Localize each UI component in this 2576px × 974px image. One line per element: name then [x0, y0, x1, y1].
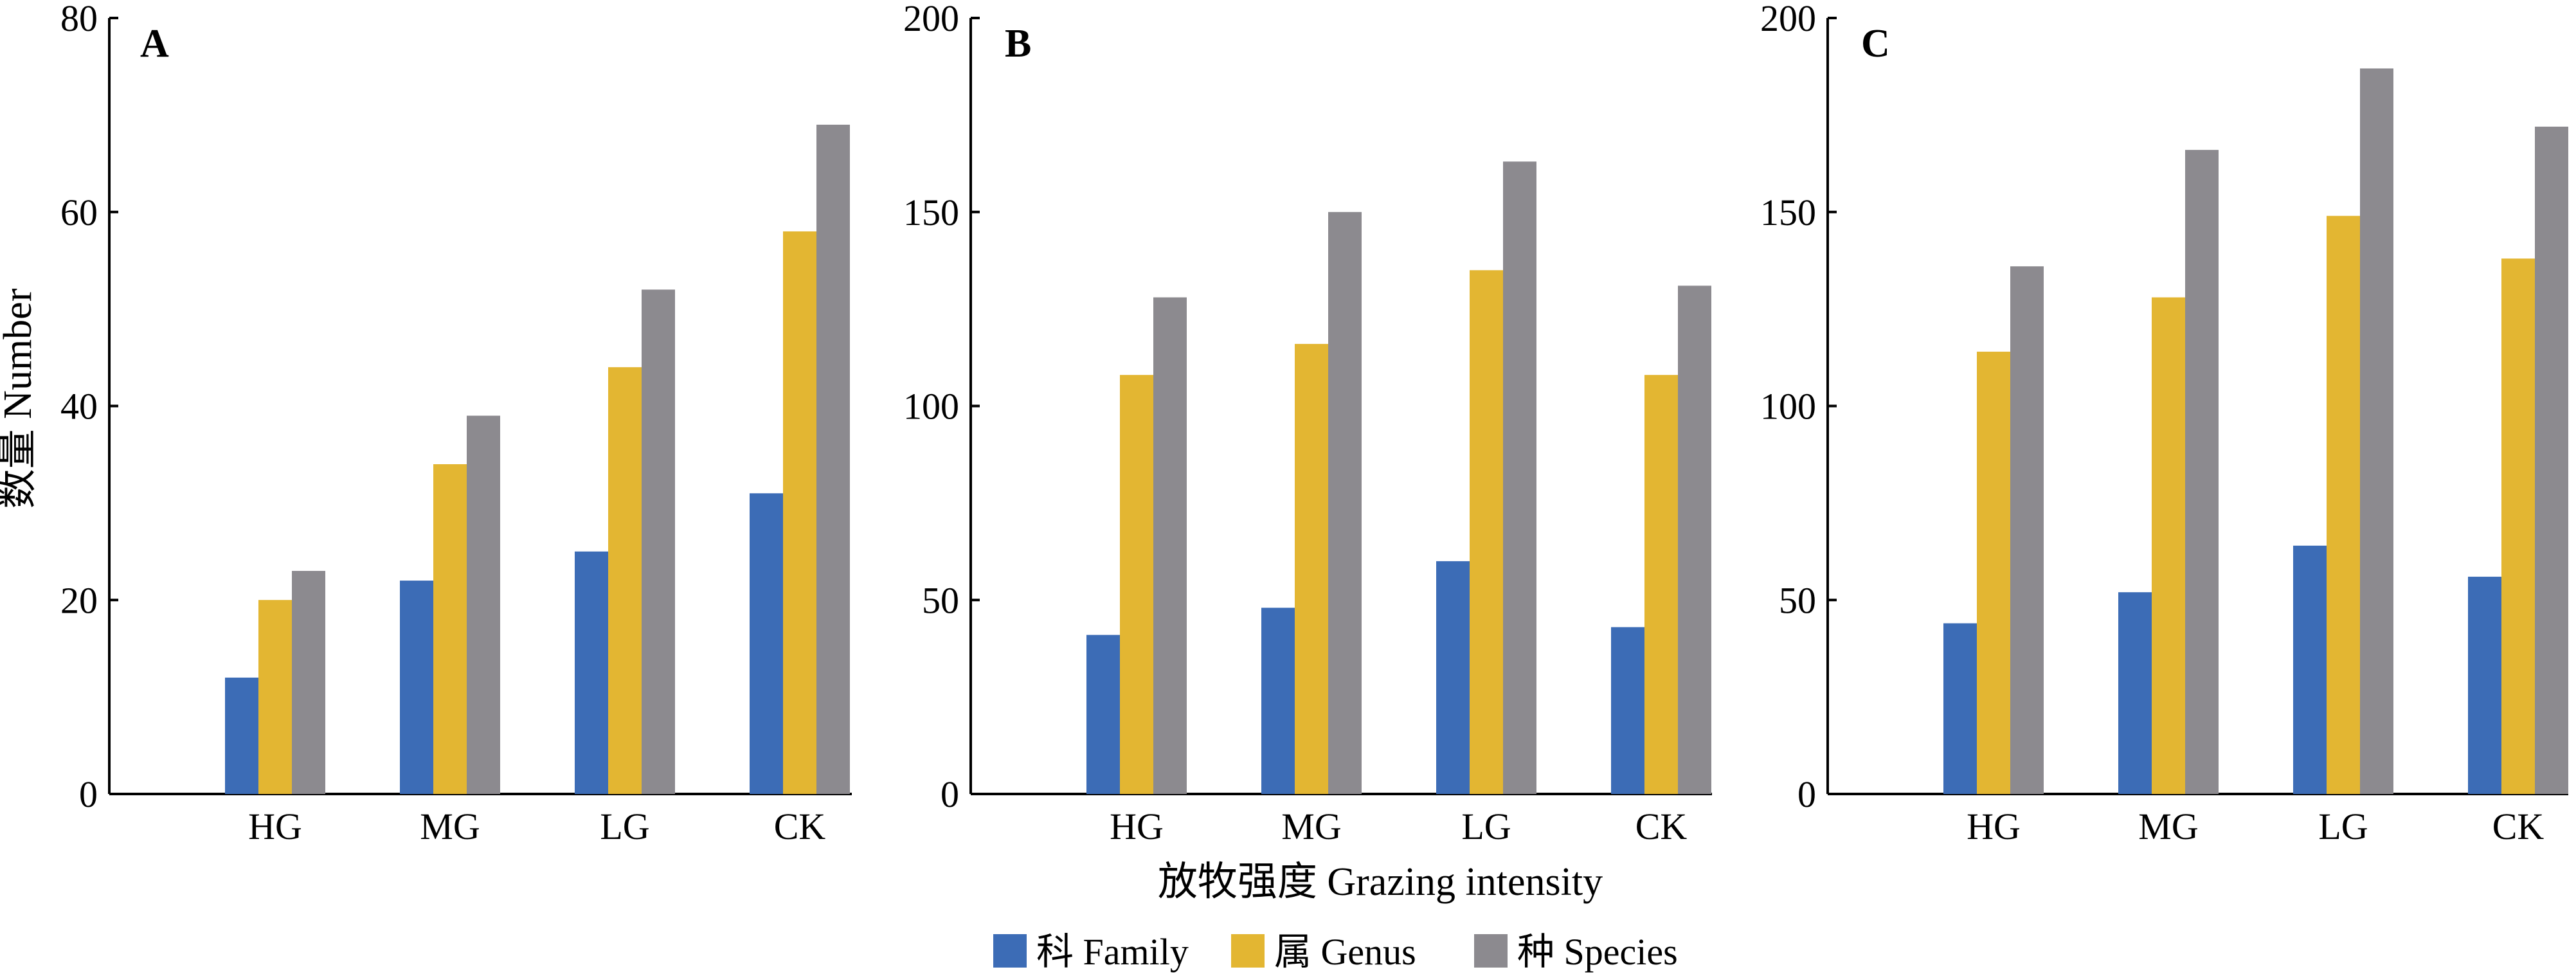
bar-family-lg — [575, 551, 608, 794]
panel-b-chart: B 0 50 100 150 200 HG MG LG CK — [903, 0, 1712, 847]
bar-family-hg — [1943, 623, 1977, 794]
bar-genus-hg — [1977, 352, 2010, 794]
y-tick-label: 60 — [60, 192, 98, 233]
legend-label-family: 科 Family — [1036, 931, 1189, 973]
bar-family-ck — [2468, 577, 2501, 794]
x-tick-label: HG — [248, 806, 302, 847]
y-tick-label: 50 — [1779, 579, 1816, 621]
x-tick-label: CK — [774, 806, 826, 847]
y-tick-label: 150 — [1760, 192, 1816, 233]
bar-species-lg — [642, 289, 675, 794]
bar-species-lg — [1503, 161, 1536, 795]
bar-species-mg — [1328, 212, 1362, 794]
x-tick-label: CK — [1635, 806, 1688, 847]
bar-family-hg — [225, 677, 258, 794]
bar-species-mg — [2185, 150, 2219, 794]
bar-genus-mg — [433, 464, 467, 794]
panel-b-label: B — [1005, 22, 1031, 66]
bar-genus-mg — [2152, 297, 2185, 794]
bar-species-lg — [2360, 68, 2393, 795]
bar-family-mg — [1261, 608, 1295, 794]
y-tick-label: 0 — [941, 773, 959, 815]
y-tick-label: 150 — [903, 192, 959, 233]
bar-genus-ck — [2501, 258, 2535, 794]
bar-genus-lg — [2327, 215, 2360, 794]
legend-swatch-species — [1474, 934, 1508, 968]
bar-species-ck — [2535, 126, 2568, 795]
bar-family-mg — [400, 581, 433, 794]
bar-species-hg — [1153, 297, 1187, 794]
x-tick-label: CK — [2492, 806, 2544, 847]
x-tick-label: LG — [600, 806, 649, 847]
y-tick-label: 0 — [1797, 773, 1816, 815]
y-tick-label: 80 — [60, 0, 98, 39]
y-tick-label: 100 — [1760, 386, 1816, 428]
y-tick-label: 20 — [60, 579, 98, 621]
bar-species-hg — [292, 570, 325, 794]
x-axis-title: 放牧强度 Grazing intensity — [1158, 860, 1603, 904]
x-tick-label: MG — [420, 806, 480, 847]
bar-species-ck — [1678, 285, 1711, 794]
x-tick-label: HG — [1967, 806, 2021, 847]
y-tick-label: 200 — [1760, 0, 1816, 39]
bar-genus-ck — [1644, 375, 1678, 794]
bar-genus-mg — [1295, 343, 1328, 794]
bar-family-ck — [750, 493, 783, 794]
bar-species-ck — [816, 124, 850, 794]
y-tick-label: 200 — [903, 0, 959, 39]
bar-family-lg — [2293, 545, 2327, 794]
bar-family-ck — [1611, 627, 1644, 794]
y-tick-label: 100 — [903, 386, 959, 428]
bar-family-hg — [1086, 635, 1120, 794]
panel-a-chart: A 0 20 40 60 80 HG MG LG CK — [60, 0, 852, 847]
panel-c-label: C — [1861, 22, 1890, 66]
x-tick-label: HG — [1110, 806, 1164, 847]
y-axis-title: 数量 Number — [0, 288, 40, 509]
panel-a-label: A — [140, 22, 169, 66]
bar-genus-ck — [783, 231, 816, 794]
bar-species-mg — [467, 415, 500, 794]
y-tick-label: 40 — [60, 386, 98, 428]
legend-label-genus: 属 Genus — [1274, 931, 1416, 973]
legend: 科 Family 属 Genus 种 Species — [993, 931, 1678, 973]
bar-genus-hg — [1120, 375, 1153, 794]
x-tick-label: MG — [1281, 806, 1341, 847]
bar-species-hg — [2010, 266, 2044, 794]
bar-genus-lg — [608, 367, 642, 794]
legend-swatch-family — [993, 934, 1027, 968]
legend-label-species: 种 Species — [1517, 931, 1678, 973]
x-tick-label: MG — [2138, 806, 2198, 847]
bar-family-lg — [1436, 561, 1470, 794]
y-tick-label: 50 — [922, 579, 959, 621]
panel-c-chart: C 0 50 100 150 200 HG MG LG CK — [1760, 0, 2568, 847]
x-tick-label: LG — [1461, 806, 1511, 847]
bar-genus-lg — [1470, 270, 1503, 794]
bar-family-mg — [2118, 592, 2152, 794]
legend-swatch-genus — [1231, 934, 1265, 968]
bar-genus-hg — [258, 600, 292, 794]
x-tick-label: LG — [2318, 806, 2368, 847]
y-tick-label: 0 — [79, 773, 98, 815]
